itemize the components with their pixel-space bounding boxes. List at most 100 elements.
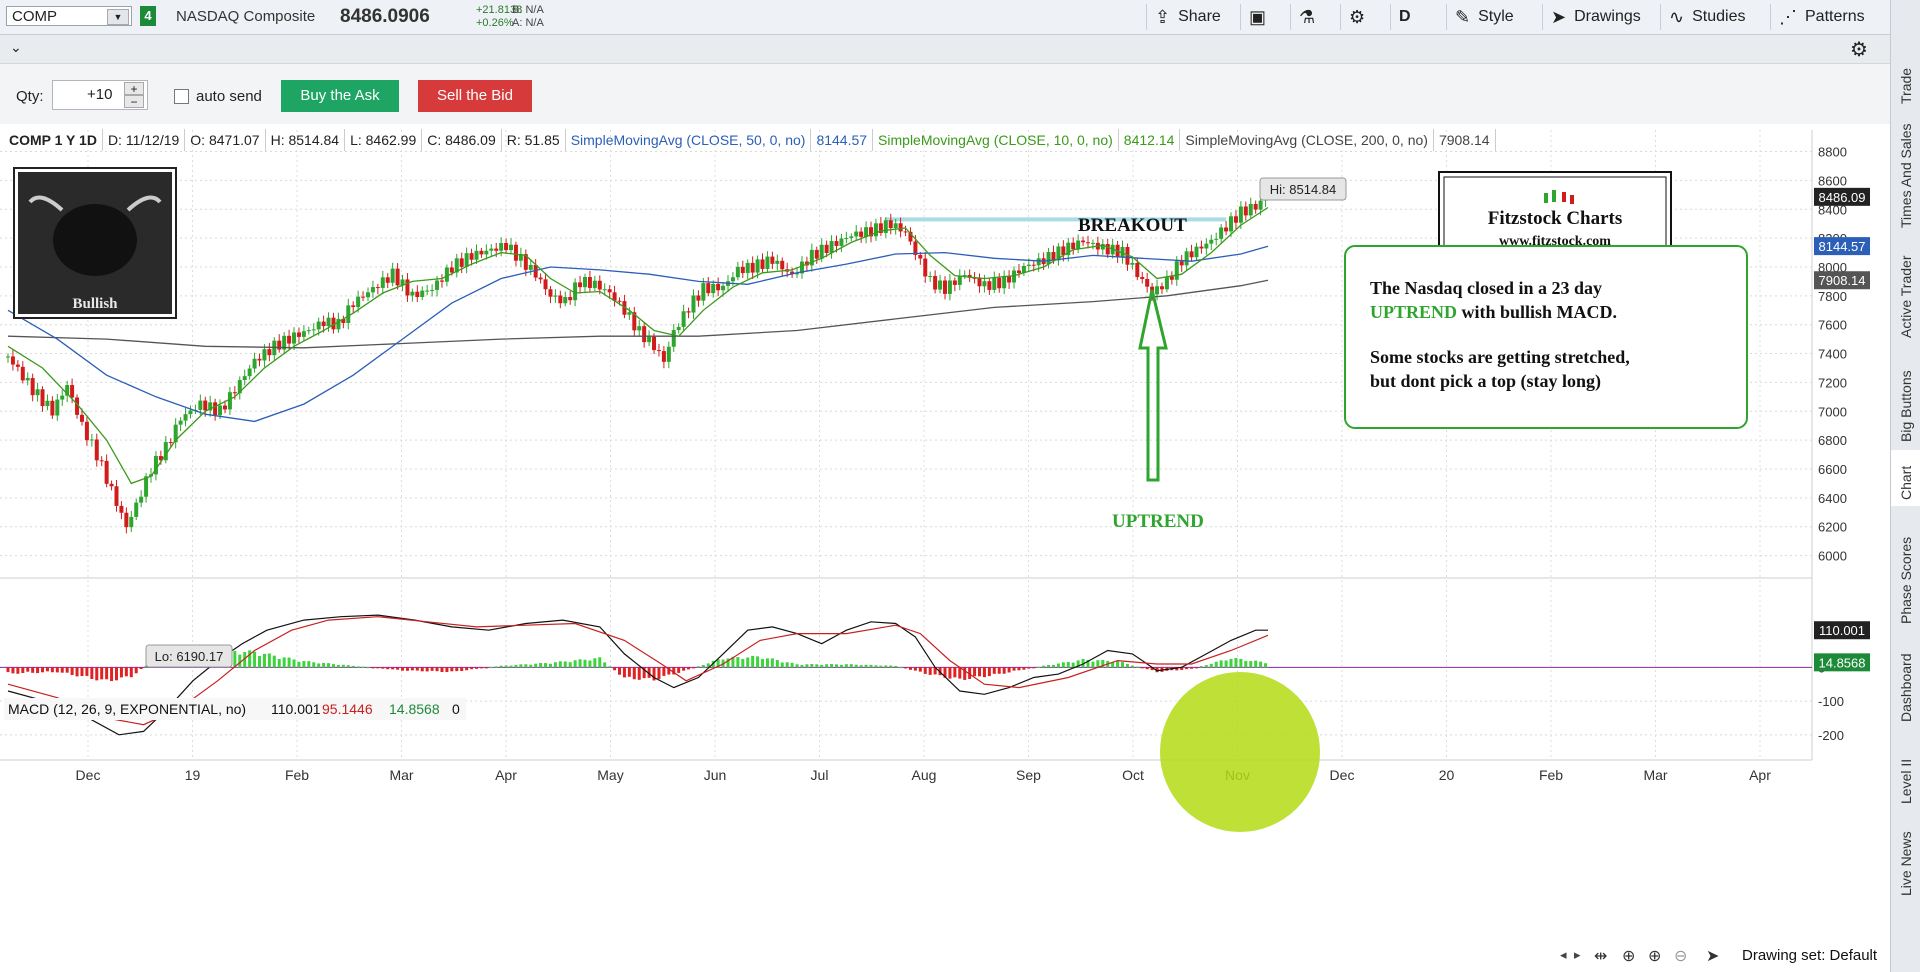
crosshair-icon[interactable]: ⊕ [1622,948,1635,965]
right-tab-level-ii[interactable]: Level II [1891,730,1920,810]
chart-area[interactable]: 6000 6200 6400 6600 6800 7000 7200 7400 7600 7800… [0,129,1890,972]
price-tick-label: 8400 [1818,202,1847,217]
histogram-bar [963,667,967,680]
right-tab-active-trader[interactable]: Active Trader [1891,236,1920,344]
right-tab-live-news[interactable]: Live News [1891,812,1920,902]
candle-body [706,283,711,294]
flex-grid-button[interactable]: ▣ [1240,4,1286,30]
auto-send-label: auto send [196,88,262,105]
histogram-bar [1056,663,1060,668]
buy-ask-button[interactable]: Buy the Ask [281,80,399,112]
candle-body [395,268,400,286]
candle-body [267,349,272,356]
sell-bid-button[interactable]: Sell the Bid [418,80,532,112]
cursor-mode-icon[interactable]: ➤ [1706,948,1719,965]
candle-body [104,460,109,484]
histogram-bar [1214,661,1218,668]
histogram-bar [356,666,360,668]
histogram-bar [953,667,957,678]
candle-body [464,253,469,267]
link-badge[interactable]: 4 [140,6,156,26]
right-tab-big-buttons[interactable]: Big Buttons [1891,346,1920,448]
histogram-bar [36,667,40,674]
chevron-down-icon[interactable]: ⌄ [10,39,22,55]
histogram-bar [834,664,838,668]
period-button[interactable]: D [1390,4,1440,30]
beaker-button[interactable]: ⚗ [1290,4,1336,30]
histogram-bar [1096,660,1100,668]
zoom-in-icon[interactable]: ⊕ [1648,948,1661,965]
candle-body [735,266,740,278]
candle-body [1233,216,1238,223]
candle-body [592,280,597,288]
candle-body [444,267,449,282]
settings-button[interactable]: ⚙ [1340,4,1386,30]
candle-body [247,368,252,377]
price-tick-label: 8800 [1818,145,1847,160]
drawing-set-label[interactable]: Drawing set: Default [1742,947,1878,964]
histogram-bar [1204,665,1208,668]
histogram-bar [696,666,700,668]
time-tick-label: Oct [1122,767,1144,783]
candle-body [1135,262,1140,278]
right-tab-times-and-sales[interactable]: Times And Sales [1891,112,1920,234]
histogram-bar [780,662,784,668]
candle-body [938,280,943,290]
candle-body [1090,242,1095,244]
candle-body [878,223,883,233]
zoom-out-icon[interactable]: ⊖ [1674,948,1687,965]
studies-button[interactable]: ∿ Studies [1660,4,1766,30]
share-button[interactable]: ⇪ Share [1146,4,1232,30]
histogram-bar [31,667,35,673]
qty-increment-button[interactable]: + [124,82,144,95]
histogram-bar [622,667,626,678]
style-button[interactable]: ✎ Style [1446,4,1538,30]
candle-body [188,410,193,415]
symbol-input[interactable]: COMP ▼ [6,6,132,26]
patterns-button[interactable]: ⋰ Patterns [1770,4,1884,30]
fitzstock-logo-title: Fitzstock Charts [1488,208,1623,229]
candle-body [740,266,745,274]
histogram-bar [741,659,745,668]
candle-body [844,238,849,240]
right-tab-chart[interactable]: Chart [1891,450,1920,506]
studies-label: Studies [1692,8,1746,26]
right-tab-trade[interactable]: Trade [1891,40,1920,110]
price-chart[interactable]: 6000 6200 6400 6600 6800 7000 7200 7400 7600 7800… [0,130,1890,972]
histogram-bar [312,662,316,668]
right-tab-dashboard[interactable]: Dashboard [1891,632,1920,728]
bull-horns-icon [28,195,162,212]
histogram-bar [627,667,631,677]
right-tab-phase-scores[interactable]: Phase Scores [1891,508,1920,630]
histogram-bar [968,667,972,679]
histogram-bar [267,653,271,668]
scroll-left-icon[interactable]: ◂ [1560,947,1567,962]
chart-settings-icon[interactable]: ⚙ [1850,39,1868,61]
pan-icon[interactable]: ⇹ [1594,948,1607,965]
histogram-bar [864,664,868,668]
histogram-bar [1042,665,1046,668]
candle-body [425,290,430,292]
qty-decrement-button[interactable]: − [124,95,144,108]
auto-send-checkbox[interactable] [174,89,189,104]
footer-controls: ◂ ▸ ⇹ ⊕ ⊕ ⊖ ➤ Drawing set: Default [1560,947,1878,965]
candle-body [573,282,578,301]
candle-body [775,260,780,264]
histogram-bar [746,657,750,668]
histogram-bar [844,664,848,668]
candle-body [469,253,474,260]
scroll-right-icon[interactable]: ▸ [1574,947,1581,962]
candle-body [405,279,410,296]
drawings-button[interactable]: ➤ Drawings [1542,4,1656,30]
candle-body [942,280,947,294]
histogram-bar [277,659,281,668]
histogram-bar [1259,661,1263,668]
candle-body [563,296,568,304]
histogram-bar [420,667,424,672]
candle-body [25,378,30,381]
candle-body [681,311,686,327]
symbol-dropdown-icon[interactable]: ▼ [107,9,129,25]
histogram-bar [1264,663,1268,668]
candle-body [237,380,242,394]
histogram-bar [391,667,395,670]
